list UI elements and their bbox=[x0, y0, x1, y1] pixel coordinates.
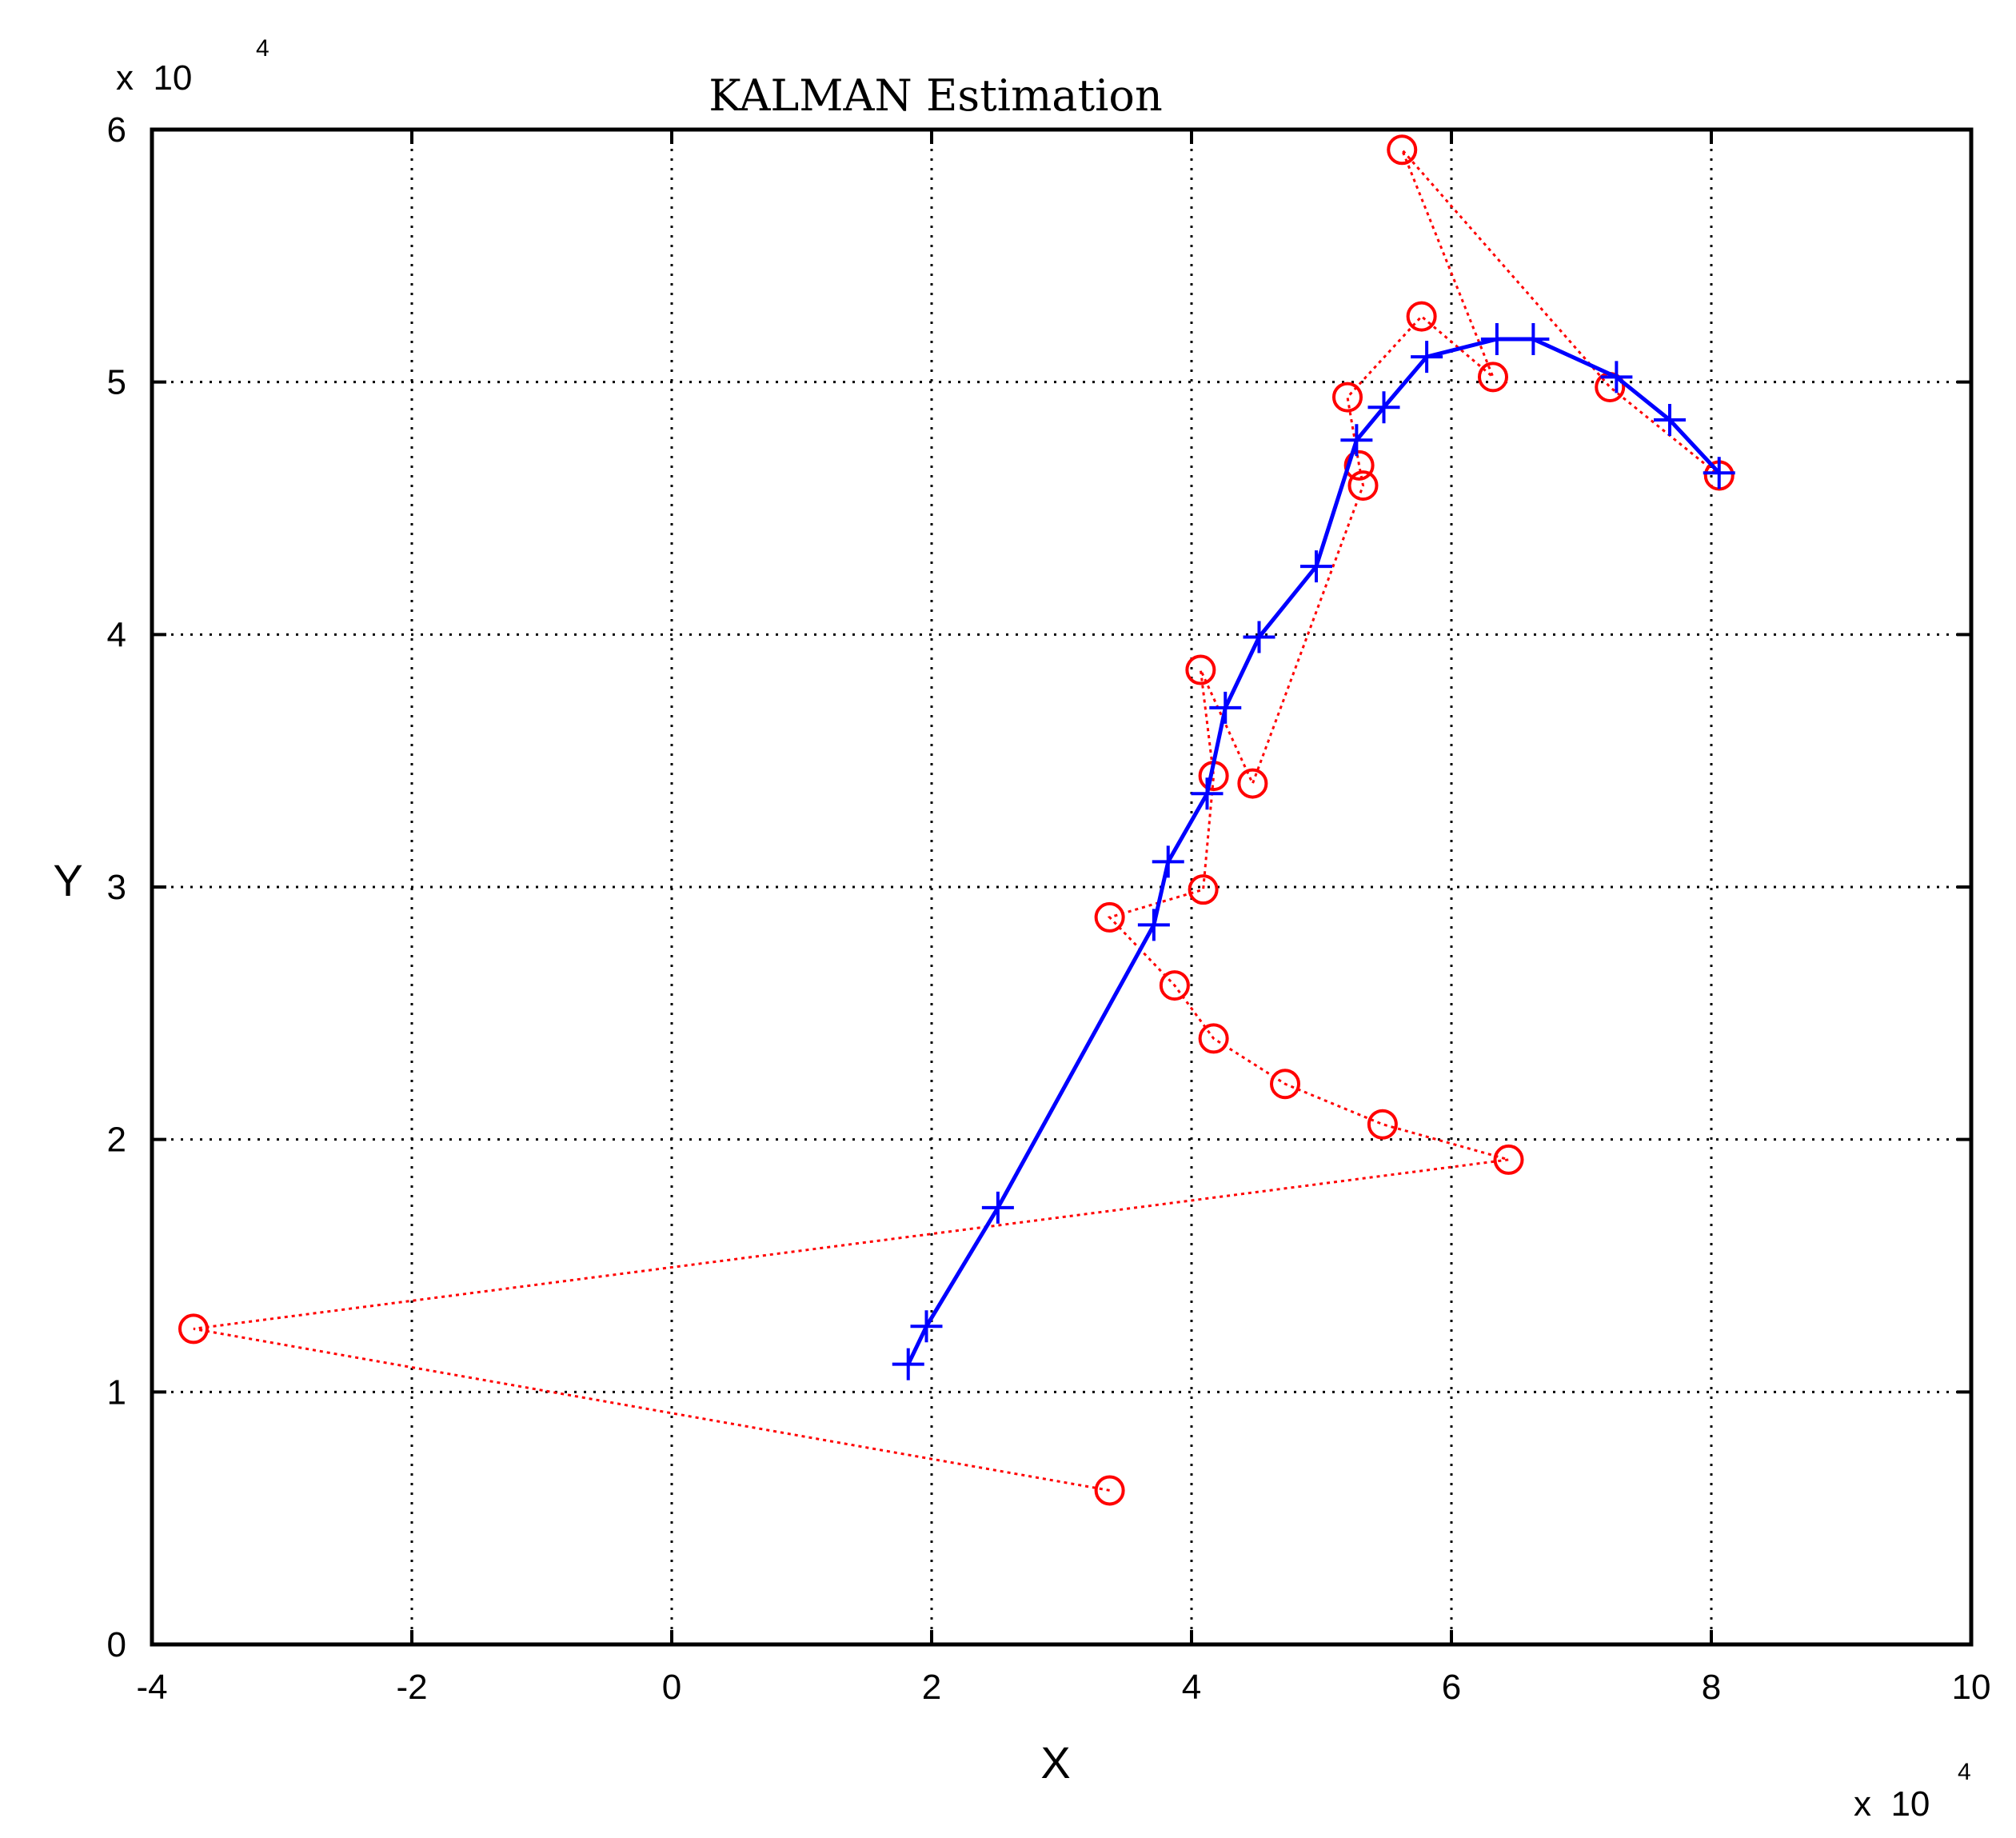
estimate-point bbox=[1600, 361, 1633, 394]
y-axis-label: Y bbox=[53, 855, 82, 905]
estimate-point bbox=[1191, 777, 1224, 810]
measurement-point bbox=[1387, 134, 1418, 166]
measurement-point bbox=[1094, 901, 1125, 933]
estimate-point bbox=[1517, 323, 1550, 356]
estimate-point bbox=[1137, 909, 1170, 941]
estimate-line bbox=[906, 337, 1721, 1365]
chart-title: KALMAN Estimation bbox=[709, 70, 1162, 121]
series-estimate bbox=[892, 323, 1735, 1380]
estimate-point bbox=[1654, 404, 1686, 437]
measurement-point bbox=[1270, 1069, 1300, 1100]
measurement-point bbox=[1367, 1109, 1398, 1140]
x-multiplier-exponent: 4 bbox=[1958, 1759, 1971, 1785]
estimate-point bbox=[1411, 341, 1443, 374]
estimate-point bbox=[1480, 323, 1513, 356]
x-multiplier: x 10 bbox=[1854, 1784, 1930, 1824]
y-tick-label: 5 bbox=[107, 363, 126, 402]
estimate-point bbox=[1209, 691, 1242, 724]
measurement-point bbox=[1198, 1023, 1229, 1054]
estimate-point bbox=[1152, 845, 1184, 878]
measurement-point bbox=[1094, 1475, 1125, 1506]
measurement-point bbox=[1237, 768, 1268, 799]
x-tick-label: 0 bbox=[662, 1668, 681, 1707]
y-tick-label: 6 bbox=[107, 110, 126, 150]
y-multiplier: x 10 bbox=[116, 58, 192, 98]
y-multiplier-exponent: 4 bbox=[256, 35, 269, 62]
measurement-point bbox=[178, 1313, 209, 1345]
x-tick-label: 6 bbox=[1442, 1668, 1461, 1707]
estimate-point bbox=[981, 1191, 1014, 1224]
estimate-point bbox=[1300, 550, 1332, 583]
data-series bbox=[178, 134, 1735, 1506]
plot-frame bbox=[150, 127, 1974, 1647]
measurement-point bbox=[1332, 382, 1363, 413]
estimate-point bbox=[1703, 457, 1735, 489]
estimate-point bbox=[910, 1310, 943, 1343]
estimate-point bbox=[1367, 391, 1400, 424]
estimate-point bbox=[892, 1348, 924, 1380]
estimate-point bbox=[1340, 424, 1373, 457]
x-tick-label: 10 bbox=[1952, 1668, 1991, 1707]
x-tick-label: -2 bbox=[396, 1668, 427, 1707]
measurement-point bbox=[1188, 874, 1219, 905]
x-tick-label: 2 bbox=[922, 1668, 941, 1707]
y-tick-label: 3 bbox=[107, 868, 126, 907]
x-tick-label: 8 bbox=[1702, 1668, 1721, 1707]
measurement-point bbox=[1493, 1144, 1524, 1175]
y-tick-label: 1 bbox=[107, 1373, 126, 1412]
estimate-point bbox=[1243, 621, 1275, 653]
y-tick-label: 0 bbox=[107, 1625, 126, 1664]
measurement-line bbox=[193, 149, 1720, 1492]
measurement-point bbox=[1406, 301, 1437, 332]
y-tick-label: 4 bbox=[107, 615, 126, 654]
x-tick-labels: -4 -2 0 2 4 6 8 10 bbox=[136, 1668, 1990, 1707]
x-axis-label: X bbox=[1040, 1737, 1070, 1788]
grid-lines bbox=[152, 130, 1971, 1644]
x-tick-label: 4 bbox=[1182, 1668, 1201, 1707]
measurement-point bbox=[1347, 470, 1379, 501]
y-tick-label: 2 bbox=[107, 1121, 126, 1160]
y-tick-labels: 0 1 2 3 4 5 6 bbox=[107, 110, 126, 1664]
measurement-point bbox=[1185, 654, 1216, 685]
measurement-point bbox=[1159, 970, 1190, 1001]
measurement-point bbox=[1478, 362, 1508, 393]
x-tick-label: -4 bbox=[136, 1668, 167, 1707]
measurement-point bbox=[1343, 450, 1375, 481]
